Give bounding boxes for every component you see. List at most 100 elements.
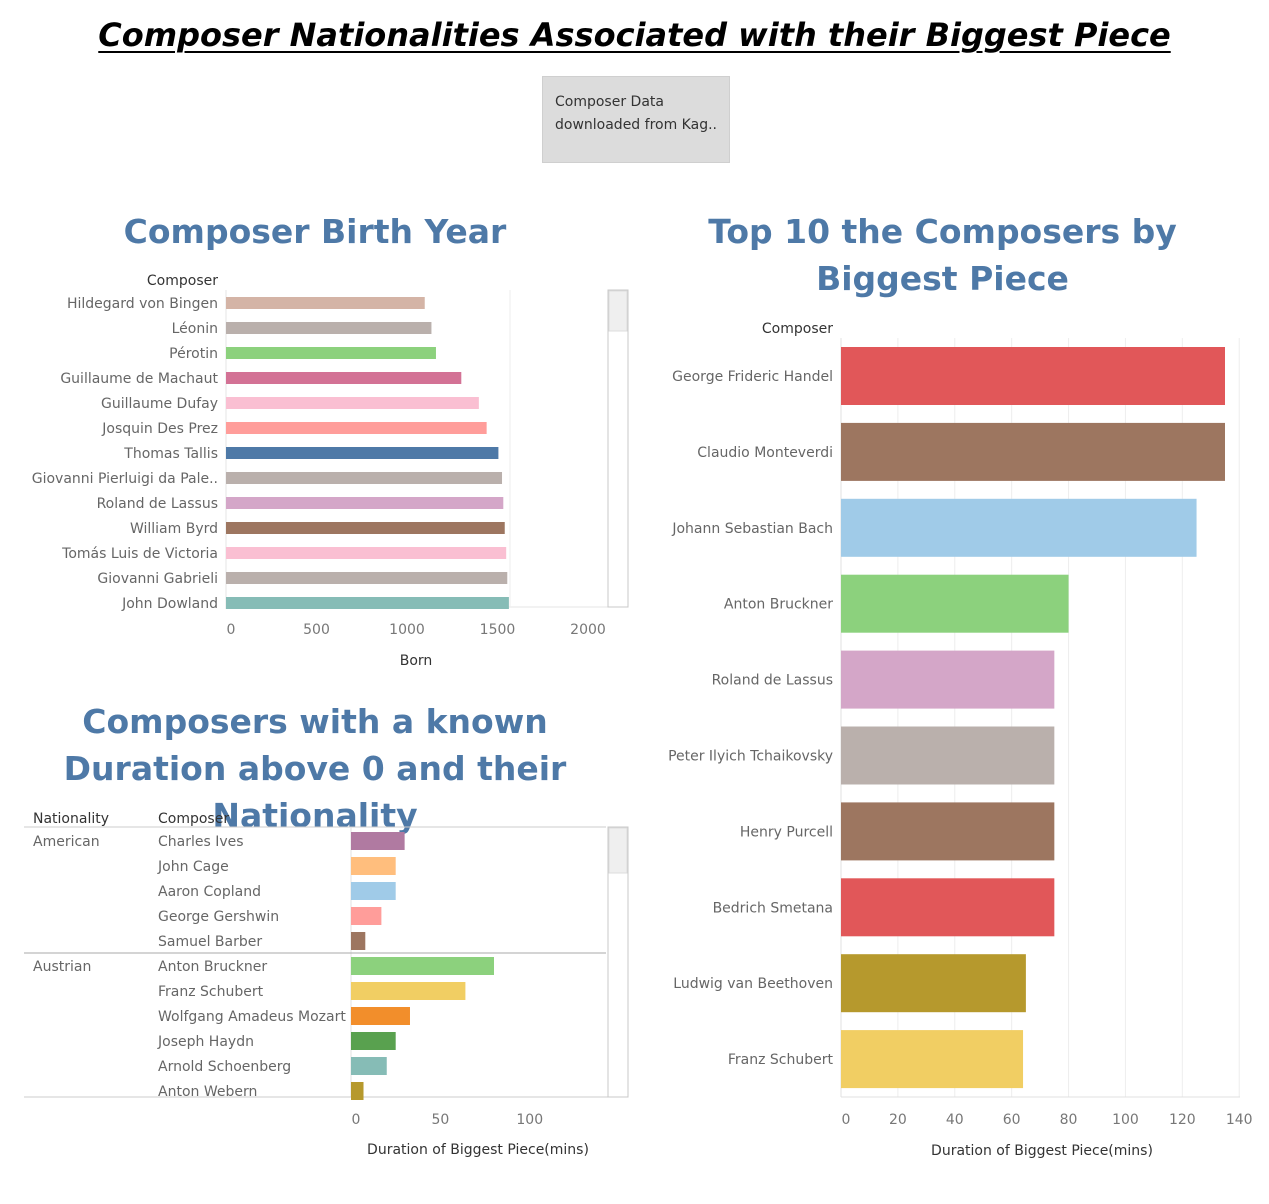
top10-bar[interactable] [841,422,1225,481]
top10-bar[interactable] [841,347,1225,405]
top10-x-tick: 20 [889,1112,907,1128]
birth-bar[interactable] [226,422,487,434]
nat-x-tick: 100 [516,1112,543,1128]
birth-bar[interactable] [226,547,507,559]
birth-bar[interactable] [226,497,504,509]
birth-category-label: Thomas Tallis [123,446,218,462]
top10-bar[interactable] [841,1030,1024,1089]
top10-category-label: George Frideric Handel [672,369,833,385]
nat-bar[interactable] [351,1007,410,1025]
nat-bar[interactable] [351,907,382,925]
top10-bar[interactable] [841,878,1055,937]
nat-bar[interactable] [351,957,494,975]
birth-x-label: Born [400,653,433,669]
birth-category-label: William Byrd [130,521,218,537]
nat-composer-label: Samuel Barber [158,934,262,950]
top10-bar[interactable] [841,650,1055,709]
top10-title: Top 10 the Composers by Biggest Piece [708,212,1177,298]
page-title: Composer Nationalities Associated with t… [98,16,1171,54]
nat-x-tick: 0 [352,1112,361,1128]
nationality-title: Composers with a known Duration above 0 … [63,702,567,835]
birth-row-header: Composer [147,273,218,289]
birth-bar[interactable] [226,447,499,459]
top10-x-label: Duration of Biggest Piece(mins) [931,1143,1153,1159]
birth-category-label: Tomás Luis de Victoria [61,546,218,562]
birth-bar[interactable] [226,297,425,309]
nat-x-label: Duration of Biggest Piece(mins) [367,1142,589,1158]
nat-bar[interactable] [351,1082,364,1100]
top10-category-label: Henry Purcell [740,824,833,840]
nat-composer-label: Arnold Schoenberg [158,1059,291,1075]
top10-x-tick: 80 [1060,1112,1078,1128]
top10-bar[interactable] [841,498,1197,557]
birth-category-label: Pérotin [169,346,218,362]
top10-row-header: Composer [762,321,833,337]
top10-category-label: Johann Sebastian Bach [671,521,833,537]
top10-category-label: Anton Bruckner [724,597,833,613]
top10-x-tick: 0 [842,1112,851,1128]
birth-x-tick: 2000 [570,622,606,638]
nat-bar[interactable] [351,832,405,850]
nat-composer-label: George Gershwin [158,909,279,925]
top10-category-label: Roland de Lassus [712,673,833,689]
birth-category-label: Roland de Lassus [97,496,218,512]
nat-group-label: Austrian [33,959,91,975]
birth-bar[interactable] [226,522,505,534]
nat-x-tick: 50 [431,1112,449,1128]
nat-composer-label: Charles Ives [158,834,244,850]
nat-group-label: American [33,834,100,850]
nat-bar[interactable] [351,982,466,1000]
birth-bar[interactable] [226,597,509,609]
birth-category-label: Guillaume Dufay [101,396,218,412]
birth-bar[interactable] [226,572,508,584]
nat-bar[interactable] [351,932,366,950]
birth-category-label: Hildegard von Bingen [67,296,218,312]
birth-x-tick: 1500 [480,622,516,638]
birth-scrollbar-thumb[interactable] [608,290,628,332]
birth-bar[interactable] [226,322,432,334]
top10-category-label: Franz Schubert [728,1052,834,1068]
top10-bar[interactable] [841,954,1026,1013]
top10-x-tick: 100 [1112,1112,1139,1128]
birth-category-label: Giovanni Gabrieli [97,571,218,587]
nat-bar[interactable] [351,1032,396,1050]
source-note-box[interactable]: Composer Data downloaded from Kag.. [542,76,730,163]
birth-category-label: Léonin [172,321,218,337]
birth-bar[interactable] [226,347,436,359]
nat-composer-label: John Cage [157,859,229,875]
nat-composer-label: Anton Webern [158,1084,257,1100]
birth-bar[interactable] [226,372,462,384]
nat-bar[interactable] [351,857,396,875]
birth-category-label: Giovanni Pierluigi da Pale.. [32,471,218,487]
birth-bar[interactable] [226,472,503,484]
birth-x-tick: 1000 [389,622,425,638]
top10-category-label: Bedrich Smetana [713,900,833,916]
nat-group-header: Nationality [33,811,109,827]
nat-composer-label: Aaron Copland [158,884,261,900]
top10-bar[interactable] [841,574,1069,633]
nat-scrollbar-track[interactable] [607,826,629,1098]
nat-composer-label: Anton Bruckner [158,959,267,975]
birth-category-label: Guillaume de Machaut [60,371,218,387]
top10-x-tick: 60 [1003,1112,1021,1128]
top10-category-label: Ludwig van Beethoven [673,976,833,992]
nat-bar[interactable] [351,882,396,900]
birth-x-tick: 0 [227,622,236,638]
birth-bar[interactable] [226,397,479,409]
nat-composer-label: Franz Schubert [158,984,264,1000]
top10-x-tick: 120 [1169,1112,1196,1128]
top10-category-label: Claudio Monteverdi [697,445,833,461]
nat-scrollbar-thumb[interactable] [608,827,628,874]
nat-composer-label: Wolfgang Amadeus Mozart [158,1009,346,1025]
top10-bar[interactable] [841,726,1055,785]
birth-scrollbar-track[interactable] [607,289,629,608]
nat-bar[interactable] [351,1057,387,1075]
birth-x-tick: 500 [303,622,330,638]
top10-category-label: Peter Ilyich Tchaikovsky [668,749,833,765]
birth-category-label: Josquin Des Prez [101,421,218,437]
top10-bar[interactable] [841,802,1055,861]
nat-composer-label: Joseph Haydn [157,1034,254,1050]
birth-category-label: John Dowland [121,596,218,612]
nat-row-header: Composer [158,811,229,827]
